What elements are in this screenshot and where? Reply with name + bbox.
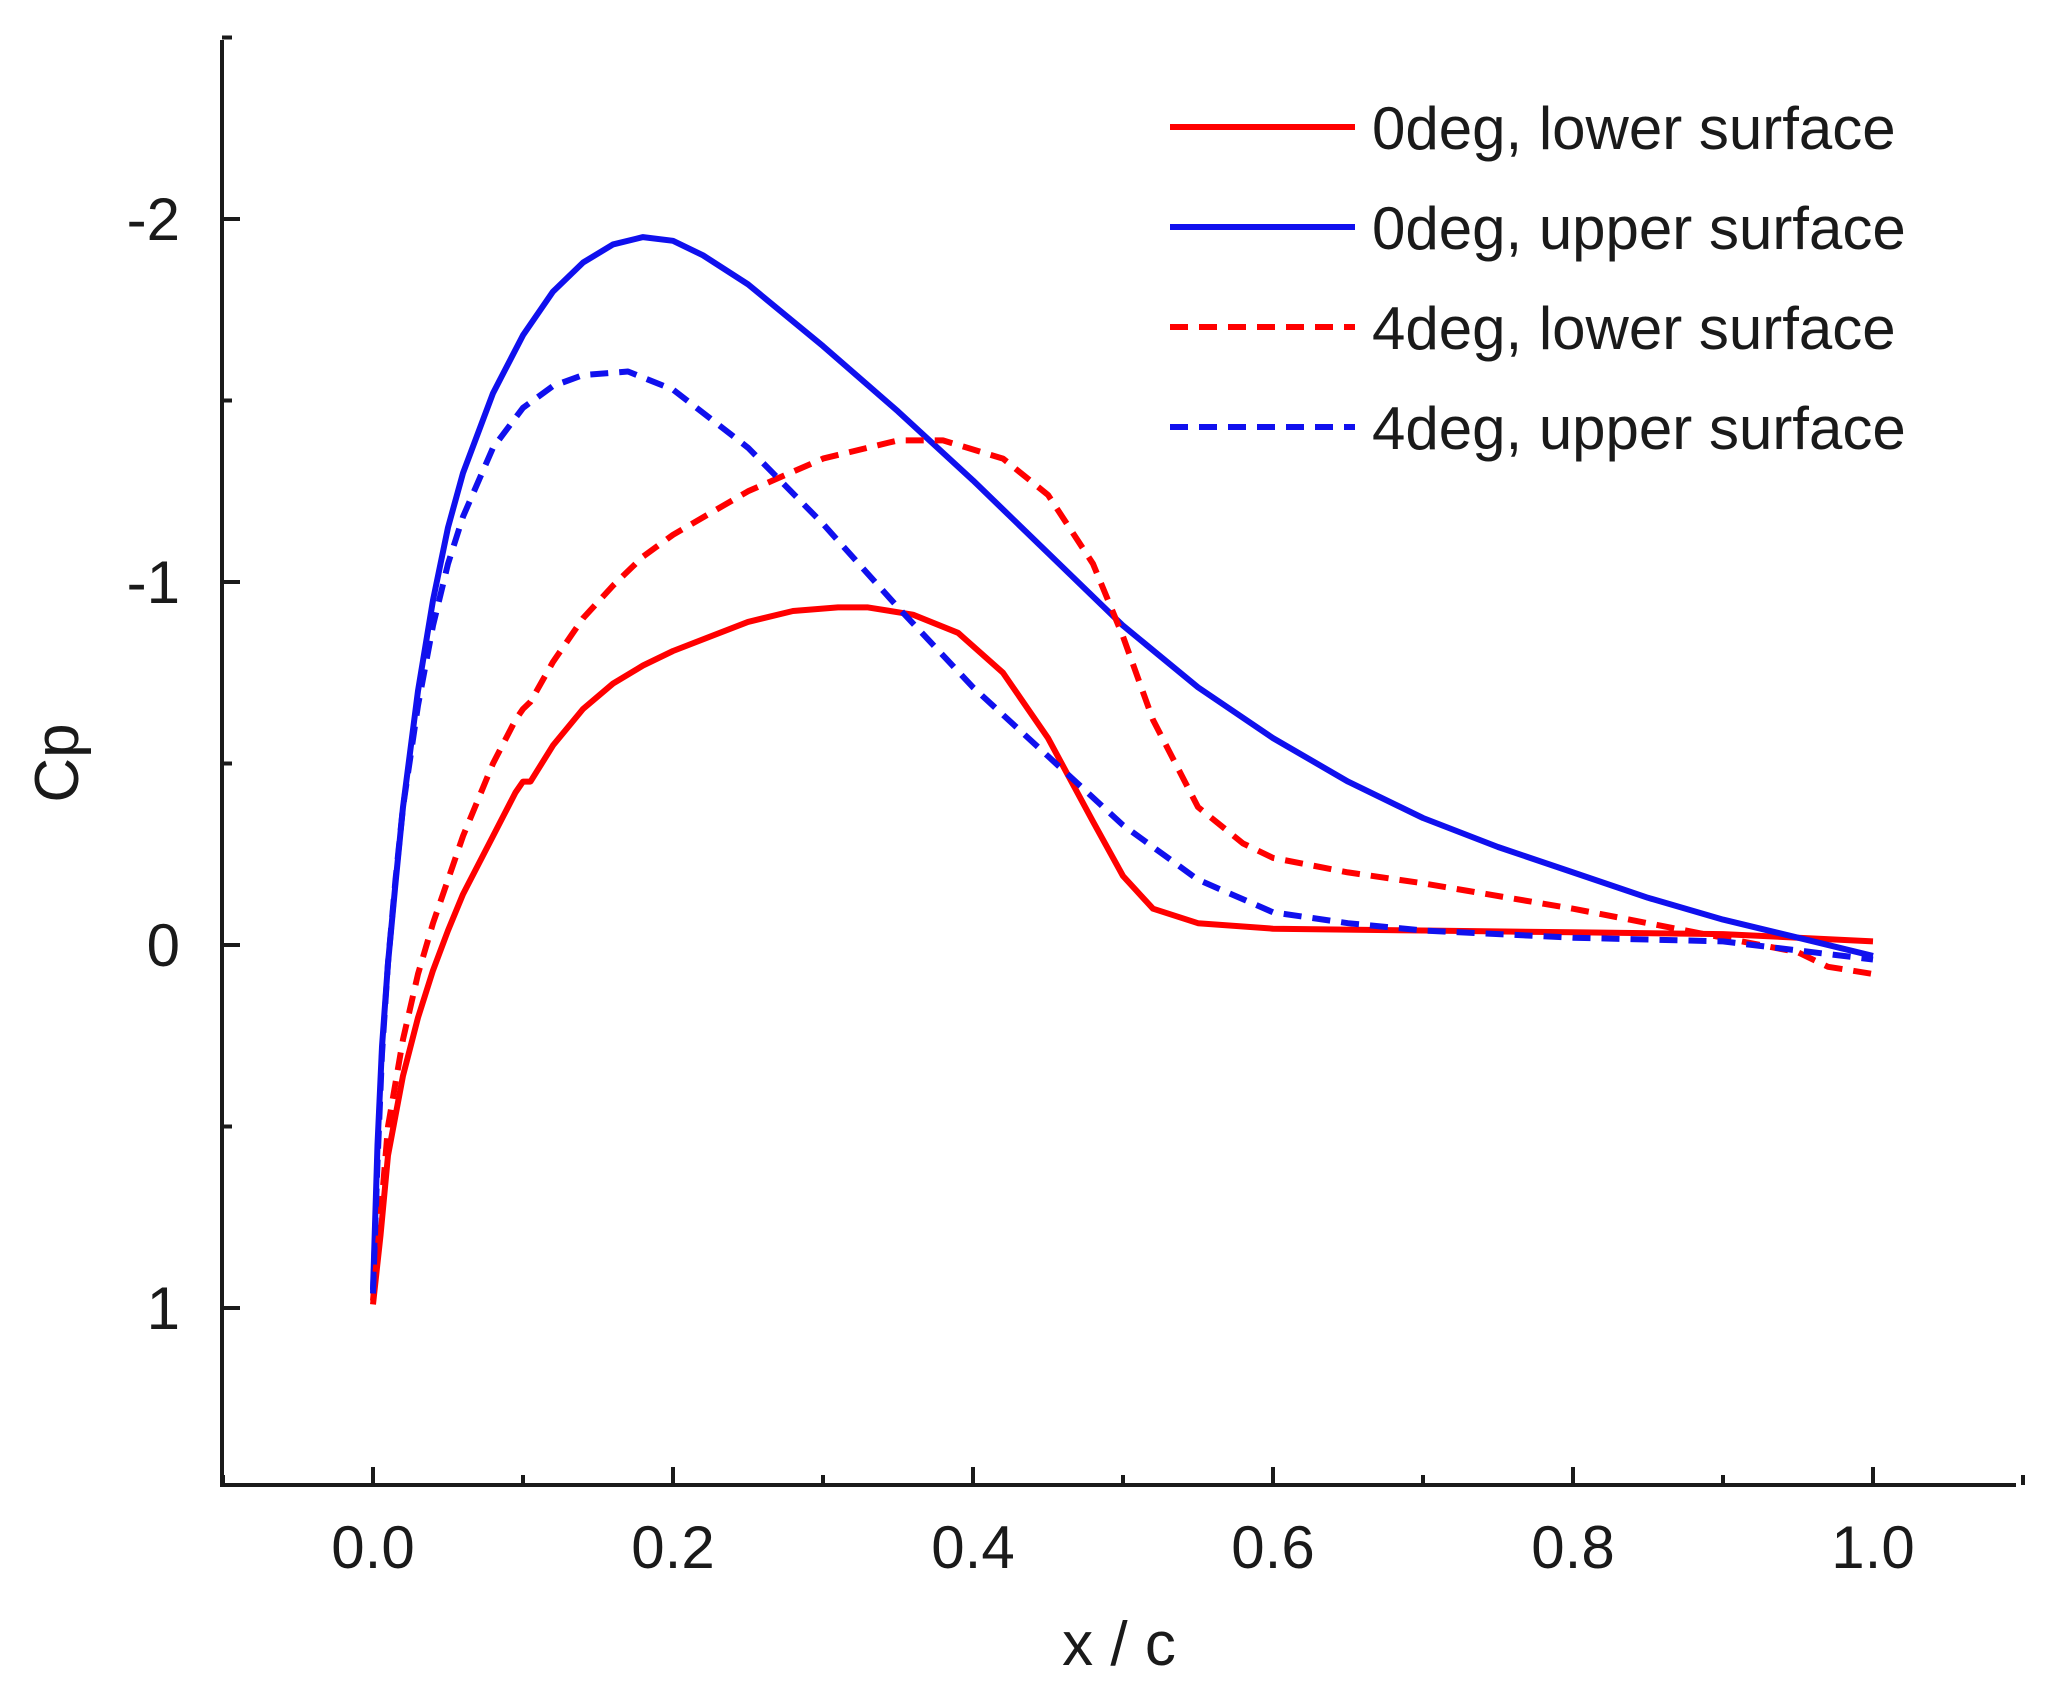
x-tick-label: 0.2: [631, 1514, 714, 1581]
legend-label-1: 0deg, lower surface: [1372, 95, 1896, 162]
legend-label-4: 4deg, upper surface: [1372, 395, 1906, 462]
series-line-3: [370, 437, 1874, 1301]
x-tick-label: 1.0: [1831, 1514, 1914, 1581]
x-tick-label: 0.0: [331, 1514, 414, 1581]
y-tick-label: 1: [147, 1275, 180, 1342]
y-tick-label: -1: [127, 549, 180, 616]
series-group: [370, 234, 1874, 1305]
x-tick-label: 0.8: [1531, 1514, 1614, 1581]
legend-label-3: 4deg, lower surface: [1372, 295, 1896, 362]
series-line-1: [370, 604, 1874, 1305]
legend-label-2: 0deg, upper surface: [1372, 195, 1906, 262]
series-line-4: [370, 368, 1874, 1294]
legend: 0deg, lower surface 0deg, upper surface 4d…: [1170, 95, 1906, 462]
x-tick-label: 0.4: [931, 1514, 1014, 1581]
x-ticks: 0.0 0.2 0.4 0.6 0.8 1.0: [221, 1467, 2025, 1581]
y-axis-title: Cp: [23, 723, 92, 802]
series-line-2: [370, 234, 1874, 1290]
y-tick-label: -2: [127, 186, 180, 253]
x-axis-title: x / c: [1062, 1610, 1176, 1679]
x-tick-label: 0.6: [1231, 1514, 1314, 1581]
y-tick-label: 0: [147, 912, 180, 979]
y-ticks: -2 -1 0 1: [127, 35, 240, 1342]
